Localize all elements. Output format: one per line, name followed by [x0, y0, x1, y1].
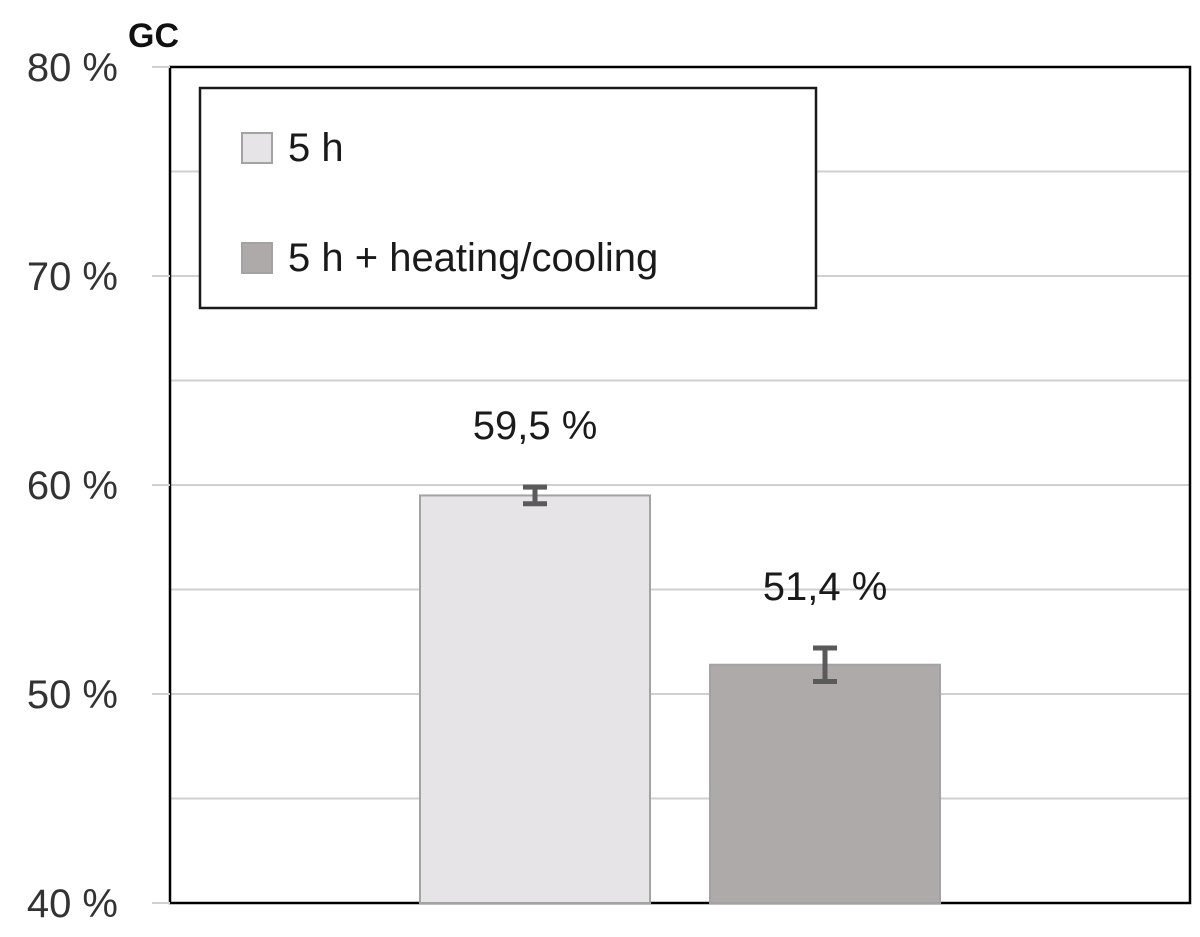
y-tick-label: 50 %	[27, 673, 118, 717]
bars: 59,5 % 51,4 %	[419, 404, 941, 904]
y-axis-label: GC	[128, 17, 179, 55]
y-tick-label: 60 %	[27, 464, 118, 508]
data-label: 51,4 %	[763, 565, 888, 609]
data-label: 59,5 %	[473, 404, 598, 448]
legend-box	[198, 86, 818, 310]
bar	[419, 494, 651, 904]
y-tick-label: 40 %	[27, 882, 118, 926]
legend-swatch	[241, 242, 273, 274]
legend: 5 h 5 h + heating/cooling	[198, 86, 818, 310]
y-axis-ticks: 40 % 50 % 60 % 70 % 80 %	[27, 46, 170, 926]
legend-label: 5 h	[288, 126, 344, 170]
legend-label: 5 h + heating/cooling	[288, 236, 658, 280]
bar	[709, 663, 941, 904]
legend-swatch	[241, 132, 273, 164]
y-tick-label: 80 %	[27, 46, 118, 90]
y-tick-label: 70 %	[27, 255, 118, 299]
